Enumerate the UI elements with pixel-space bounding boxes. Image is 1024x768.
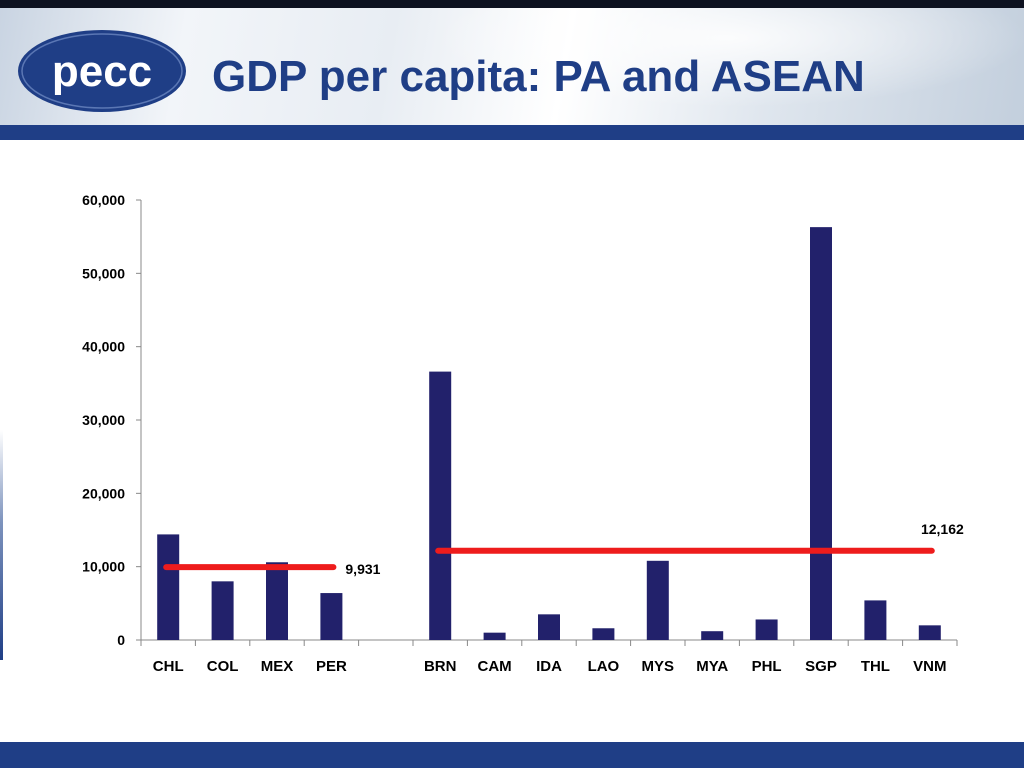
x-tick-label: BRN bbox=[424, 658, 457, 675]
side-mark bbox=[0, 430, 3, 660]
bar-per bbox=[320, 593, 343, 640]
header-band bbox=[0, 125, 1024, 140]
x-tick-label: IDA bbox=[536, 658, 562, 675]
y-tick-label: 30,000 bbox=[82, 412, 125, 428]
x-tick-label: THL bbox=[861, 658, 890, 675]
y-tick-label: 10,000 bbox=[82, 559, 125, 575]
footer-band bbox=[0, 742, 1024, 768]
top-strip bbox=[0, 0, 1024, 8]
bar-ida bbox=[538, 614, 560, 640]
x-tick-label: MEX bbox=[261, 658, 294, 675]
logo-text: pecc bbox=[52, 47, 152, 96]
bar-mys bbox=[646, 560, 669, 640]
bar-sgp bbox=[810, 227, 832, 640]
x-tick-label: SGP bbox=[805, 658, 837, 675]
x-tick-label: CHL bbox=[153, 658, 184, 675]
header: pecc GDP per capita: PA and ASEAN bbox=[0, 8, 1024, 125]
bar-mya bbox=[701, 631, 724, 640]
x-tick-label: PHL bbox=[752, 658, 782, 675]
average-label-2: 12,162 bbox=[921, 521, 964, 537]
x-tick-label: CAM bbox=[478, 658, 512, 675]
x-tick-label: MYA bbox=[696, 658, 728, 675]
average-label-1: 9,931 bbox=[345, 561, 380, 577]
y-tick-label: 40,000 bbox=[82, 339, 125, 355]
pecc-logo: pecc bbox=[18, 30, 186, 112]
y-tick-label: 20,000 bbox=[82, 485, 125, 501]
bar-brn bbox=[429, 371, 452, 640]
y-tick-label: 0 bbox=[117, 632, 125, 648]
bar-col bbox=[211, 581, 234, 640]
x-tick-label: LAO bbox=[588, 658, 620, 675]
y-tick-label: 60,000 bbox=[82, 192, 125, 208]
bar-vnm bbox=[918, 625, 941, 640]
page-title: GDP per capita: PA and ASEAN bbox=[212, 52, 865, 101]
bar-mex bbox=[266, 562, 288, 640]
y-tick-label: 50,000 bbox=[82, 265, 125, 281]
bar-thl bbox=[864, 600, 887, 640]
x-tick-label: MYS bbox=[642, 658, 675, 675]
bar-phl bbox=[755, 619, 778, 640]
bar-lao bbox=[592, 628, 615, 640]
x-tick-label: PER bbox=[316, 658, 347, 675]
x-tick-label: COL bbox=[207, 658, 239, 675]
gdp-bar-chart: 0 10,000 20,000 30,000 40,000 50,000 60,000 CHL… bbox=[82, 192, 964, 675]
x-tick-label: VNM bbox=[913, 658, 946, 675]
bar-cam bbox=[483, 632, 506, 640]
bar-chl bbox=[157, 534, 180, 640]
